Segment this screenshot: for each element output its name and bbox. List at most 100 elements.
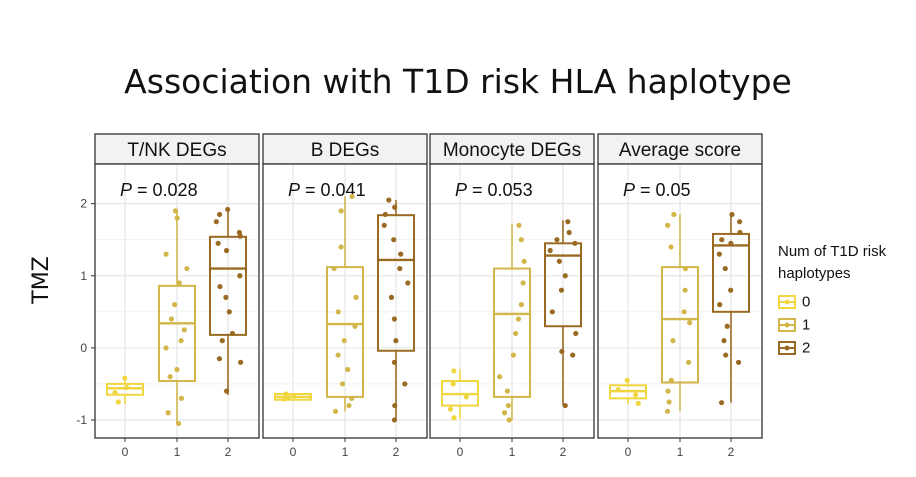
legend-item-1: 1 xyxy=(778,316,810,334)
point-0-2-10 xyxy=(226,309,232,315)
point-1-2-2 xyxy=(382,211,388,218)
x-tick-label-3-2: 2 xyxy=(728,445,735,459)
point-1-0-3 xyxy=(281,396,287,402)
point-3-1-9 xyxy=(668,377,674,383)
point-0-2-9 xyxy=(223,294,229,300)
legend-item-2: 2 xyxy=(778,339,810,357)
x-tick-label-1-0: 0 xyxy=(290,445,297,459)
point-1-1-7 xyxy=(341,338,347,344)
point-2-2-9 xyxy=(573,330,579,337)
box-1-2 xyxy=(377,214,415,352)
chart-title: Association with T1D risk HLA haplotype xyxy=(124,62,792,101)
point-2-1-7 xyxy=(510,352,517,358)
x-tick-label-0-0: 0 xyxy=(122,445,129,459)
point-2-2-3 xyxy=(572,240,578,246)
point-2-1-8 xyxy=(497,374,503,380)
point-2-0-2 xyxy=(463,394,469,400)
point-2-1-1 xyxy=(518,237,524,243)
legend-key-1-dot xyxy=(784,322,790,328)
point-2-1-6 xyxy=(513,330,519,337)
point-3-2-13 xyxy=(718,400,725,406)
panel-strip-2 xyxy=(429,133,595,165)
point-3-2-9 xyxy=(724,323,730,329)
point-0-2-11 xyxy=(229,330,236,337)
point-3-2-5 xyxy=(716,251,722,257)
legend-label-1: 1 xyxy=(802,316,811,334)
point-2-1-3 xyxy=(520,280,526,286)
point-1-2-6 xyxy=(397,265,403,272)
legend-title-line1: Num of T1D risk xyxy=(778,243,887,260)
legend-key-0 xyxy=(778,295,796,310)
point-1-1-8 xyxy=(335,352,341,358)
point-1-2-1 xyxy=(392,204,398,210)
point-0-2-7 xyxy=(237,273,243,279)
point-2-1-10 xyxy=(505,402,511,409)
x-tick-label-1-2: 2 xyxy=(393,445,400,459)
box-2-2 xyxy=(544,242,582,328)
point-0-1-6 xyxy=(168,316,174,322)
point-1-1-12 xyxy=(346,402,352,409)
panel-strip-label-0: T/NK DEGs xyxy=(127,140,226,161)
point-0-2-14 xyxy=(238,359,244,365)
x-tick-label-2-1: 1 xyxy=(509,445,516,459)
point-1-1-4 xyxy=(353,294,359,300)
point-0-1-2 xyxy=(163,251,169,257)
y-tick-label-0: -1 xyxy=(76,413,87,427)
point-1-2-14 xyxy=(391,417,398,423)
point-3-2-6 xyxy=(722,265,728,272)
point-2-1-0 xyxy=(516,222,522,228)
box-1-1 xyxy=(326,266,364,398)
point-1-2-7 xyxy=(405,280,411,286)
legend-title-line2: haplotypes xyxy=(778,265,851,282)
pvalue-label-1: P = 0.041 xyxy=(288,180,366,200)
point-0-1-1 xyxy=(174,215,180,221)
point-2-2-4 xyxy=(547,247,553,254)
panel-strip-label-3: Average score xyxy=(619,140,741,161)
x-tick-label-0-2: 2 xyxy=(225,445,232,459)
point-3-0-2 xyxy=(633,392,639,398)
box-3-1 xyxy=(661,266,699,384)
point-0-0-0 xyxy=(122,375,128,381)
panel-strip-1 xyxy=(262,133,428,165)
y-tick-label-1: 0 xyxy=(80,341,87,355)
point-3-2-11 xyxy=(723,352,729,358)
point-3-1-4 xyxy=(682,287,688,293)
point-1-2-0 xyxy=(386,197,392,203)
point-1-2-11 xyxy=(391,359,398,365)
legend-label-2: 2 xyxy=(802,339,811,357)
point-0-0-1 xyxy=(123,384,130,391)
point-0-1-10 xyxy=(174,366,180,373)
point-1-1-10 xyxy=(339,381,346,387)
point-1-2-12 xyxy=(402,381,408,387)
point-2-0-0 xyxy=(451,368,457,374)
point-1-1-13 xyxy=(332,408,339,414)
point-1-2-4 xyxy=(391,237,397,243)
point-2-2-1 xyxy=(566,229,572,236)
point-2-1-12 xyxy=(506,417,512,423)
point-0-1-0 xyxy=(172,208,179,214)
point-0-2-6 xyxy=(223,247,230,254)
point-1-0-2 xyxy=(285,395,292,401)
point-1-1-6 xyxy=(352,323,358,329)
point-0-1-9 xyxy=(163,345,169,351)
legend-label-0: 0 xyxy=(802,293,811,311)
point-3-2-3 xyxy=(719,237,725,243)
point-0-2-13 xyxy=(216,356,223,362)
point-1-2-9 xyxy=(391,316,397,322)
point-0-0-3 xyxy=(115,399,121,405)
panel-strip-label-1: B DEGs xyxy=(311,140,380,161)
pvalue-label-2: P = 0.053 xyxy=(455,180,533,200)
y-tick-label-3: 2 xyxy=(80,197,87,211)
point-3-0-3 xyxy=(635,400,641,406)
point-2-1-9 xyxy=(504,388,511,394)
x-tick-label-1-1: 1 xyxy=(342,445,349,459)
legend-key-2 xyxy=(778,341,796,356)
point-3-2-2 xyxy=(737,229,743,236)
point-2-2-0 xyxy=(565,219,571,225)
point-1-2-13 xyxy=(392,402,398,409)
point-1-0-1 xyxy=(291,393,297,399)
point-0-1-4 xyxy=(176,280,182,286)
point-2-0-4 xyxy=(451,415,457,421)
